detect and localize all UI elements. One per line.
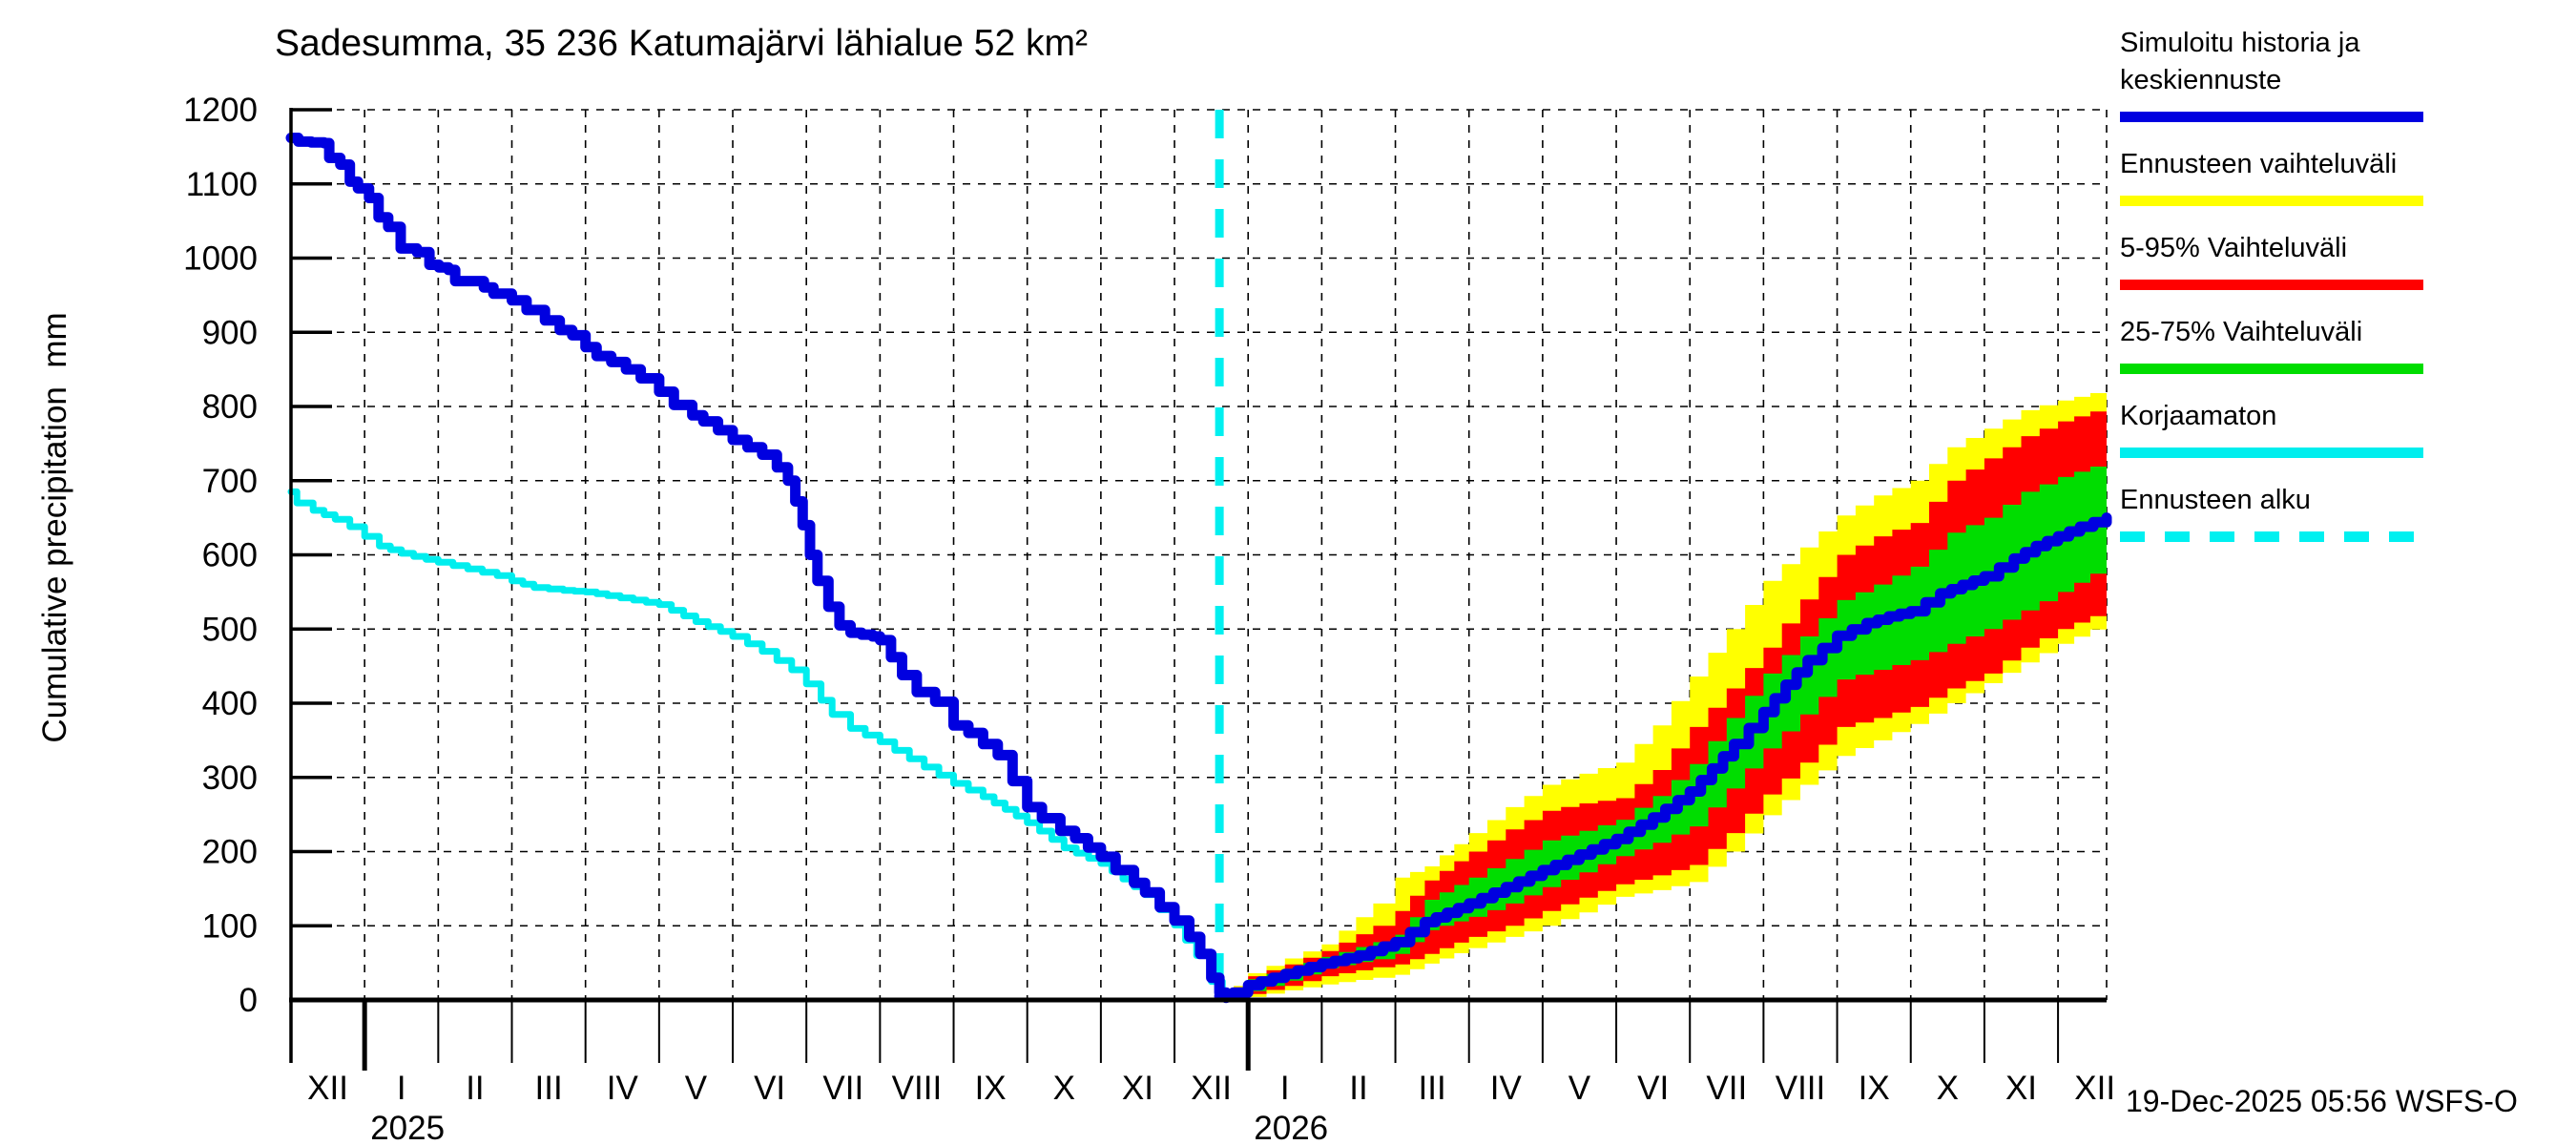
legend-swatch-cyan-dashed-line: [2120, 531, 2423, 542]
svg-text:V: V: [1568, 1070, 1591, 1107]
svg-text:400: 400: [202, 685, 258, 722]
axes: [289, 108, 2107, 1071]
band-25-75-green: [1219, 461, 2107, 1000]
legend-label: 5-95% Vaihteluväli: [2120, 233, 2348, 263]
svg-text:VII: VII: [822, 1070, 863, 1107]
legend-item-uncorrected: Korjaamaton: [2120, 398, 2521, 458]
legend-item-forecast-range: Ennusteen vaihteluväli: [2120, 146, 2521, 206]
svg-text:III: III: [535, 1070, 563, 1107]
legend-swatch-cyan-line: [2120, 448, 2423, 458]
svg-text:2025: 2025: [370, 1110, 445, 1145]
svg-text:IX: IX: [1859, 1070, 1890, 1107]
svg-text:XII: XII: [1191, 1070, 1232, 1107]
legend-swatch-red-band: [2120, 280, 2423, 290]
uncorrected-line-cyan: [287, 488, 1226, 1002]
legend-item-forecast-start: Ennusteen alku: [2120, 482, 2521, 542]
legend-label: 25-75% Vaihteluväli: [2120, 317, 2363, 347]
svg-text:VI: VI: [1637, 1070, 1669, 1107]
band-5-95-red: [1219, 406, 2107, 1000]
chart-title: Sadesumma, 35 236 Katumajärvi lähialue 5…: [275, 23, 1088, 64]
legend-swatch-yellow-band: [2120, 196, 2423, 206]
svg-text:I: I: [1280, 1070, 1290, 1107]
svg-text:1200: 1200: [183, 92, 258, 129]
legend-label: Ennusteen vaihteluväli: [2120, 149, 2398, 179]
svg-text:IV: IV: [607, 1070, 639, 1107]
svg-text:VII: VII: [1706, 1070, 1747, 1107]
svg-text:200: 200: [202, 834, 258, 871]
svg-text:XII: XII: [2074, 1070, 2115, 1107]
svg-text:600: 600: [202, 537, 258, 574]
svg-text:X: X: [1053, 1070, 1075, 1107]
svg-text:III: III: [1419, 1070, 1446, 1107]
svg-text:IX: IX: [975, 1070, 1007, 1107]
svg-text:2026: 2026: [1254, 1110, 1328, 1145]
svg-text:II: II: [1349, 1070, 1367, 1107]
timestamp-label: 19-Dec-2025 05:56 WSFS-O: [2126, 1084, 2518, 1118]
svg-text:V: V: [685, 1070, 708, 1107]
chart-legend: Simuloitu historia ja keskiennuste Ennus…: [2120, 25, 2521, 566]
svg-text:900: 900: [202, 314, 258, 351]
y-axis-label: Cumulative precipitation mm: [36, 312, 73, 743]
legend-item-simulated-history: Simuloitu historia ja keskiennuste: [2120, 25, 2521, 122]
legend-label: Simuloitu historia ja keskiennuste: [2120, 28, 2360, 95]
svg-text:XI: XI: [1122, 1070, 1153, 1107]
legend-label: Ennusteen alku: [2120, 485, 2311, 515]
legend-swatch-blue-line: [2120, 112, 2423, 122]
legend-label: Korjaamaton: [2120, 401, 2277, 431]
svg-text:1000: 1000: [183, 240, 258, 278]
svg-text:I: I: [397, 1070, 406, 1107]
svg-text:IV: IV: [1490, 1070, 1523, 1107]
legend-item-5-95-range: 5-95% Vaihteluväli: [2120, 230, 2521, 290]
svg-text:0: 0: [239, 982, 258, 1019]
svg-text:XI: XI: [2005, 1070, 2037, 1107]
svg-text:300: 300: [202, 760, 258, 797]
svg-text:XII: XII: [307, 1070, 348, 1107]
svg-text:VI: VI: [754, 1070, 785, 1107]
forecast-median-line-blue: [1214, 512, 2112, 1002]
svg-text:700: 700: [202, 463, 258, 500]
svg-text:II: II: [466, 1070, 484, 1107]
svg-text:X: X: [1937, 1070, 1959, 1107]
svg-text:500: 500: [202, 611, 258, 648]
legend-item-25-75-range: 25-75% Vaihteluväli: [2120, 314, 2521, 374]
svg-text:VIII: VIII: [892, 1070, 943, 1107]
legend-swatch-green-band: [2120, 364, 2423, 374]
history-line-blue: [285, 133, 1232, 1004]
svg-text:1100: 1100: [186, 166, 258, 203]
svg-text:800: 800: [202, 388, 258, 426]
svg-text:100: 100: [202, 907, 258, 945]
svg-text:VIII: VIII: [1776, 1070, 1826, 1107]
axis-tick-labels: 0 100 200 300 400 500 600 700 800 900 1000 1100 1200…: [183, 92, 2115, 1145]
